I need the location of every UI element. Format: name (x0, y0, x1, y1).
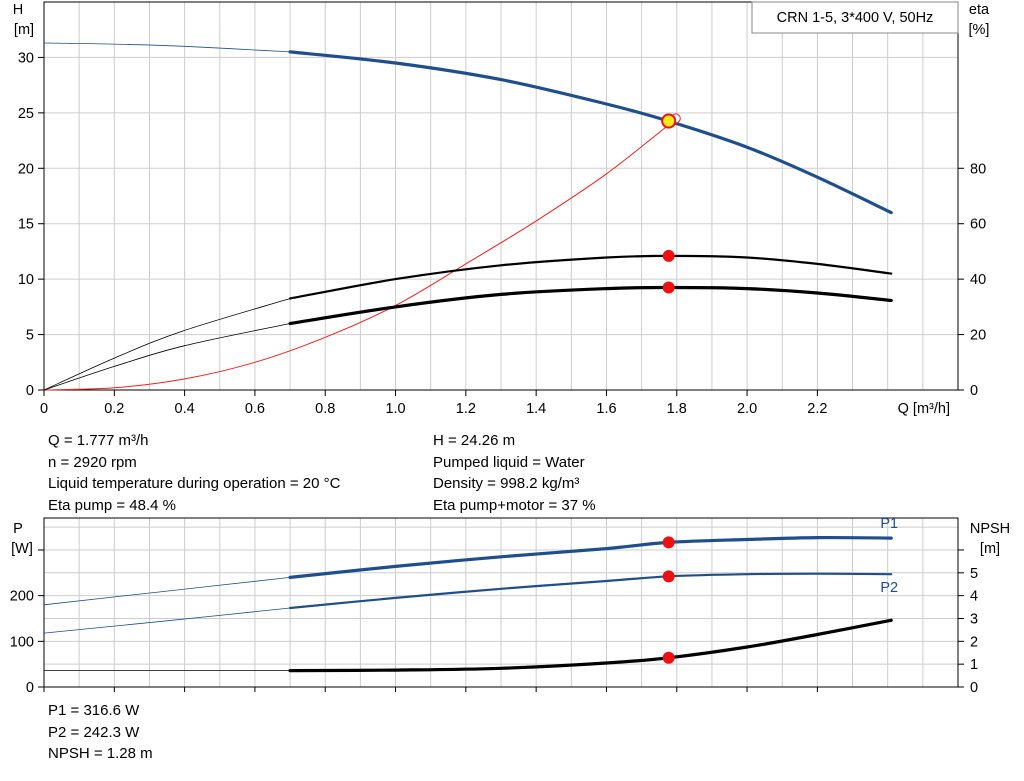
head-curve (288, 50, 893, 215)
x-tick-label: 1.8 (667, 401, 687, 417)
y-right-tick-label: 80 (970, 161, 986, 177)
y-right-tick-label: 0 (970, 383, 978, 399)
y-left-tick-label: 25 (18, 106, 34, 122)
bottom-y-right-tick-label: 0 (970, 680, 978, 696)
bottom-y-left-tick-label: 100 (10, 634, 34, 650)
p1-series-label: P1 (880, 516, 898, 532)
y-left-axis-unit: [m] (14, 22, 34, 38)
y-right-axis-title: eta (969, 2, 990, 18)
y-left-tick-label: 0 (26, 383, 34, 399)
npsh-operating-point (662, 651, 675, 664)
eta-total-curve-thin (43, 323, 291, 391)
x-tick-label: 0 (40, 401, 48, 417)
top-plot-frame (43, 1, 959, 391)
info-npsh: NPSH = 1.28 m (48, 745, 153, 762)
x-tick-label: 1.4 (526, 401, 546, 417)
bottom-y-left-tick-label: 0 (26, 680, 34, 696)
y-right-tick-label: 60 (970, 217, 986, 233)
head-curve-thin (43, 42, 291, 53)
bottom-plot-frame (43, 517, 959, 688)
x-tick-label: 0.4 (175, 401, 195, 417)
x-tick-label: 0.2 (104, 401, 124, 417)
info-p1: P1 = 316.6 W (48, 702, 140, 719)
y-left-tick-label: 10 (18, 272, 34, 288)
x-tick-label: 1.0 (385, 401, 405, 417)
info-pumped-liquid: Pumped liquid = Water (433, 453, 585, 471)
x-tick-label: 1.6 (596, 401, 616, 417)
chart-title-box (751, 1, 959, 34)
eta-pump-operating-point (662, 249, 675, 262)
bottom-y-left-axis-title: P (13, 521, 23, 537)
eta-pump-curve (289, 254, 893, 300)
x-tick-label: 2.2 (807, 401, 827, 417)
info-p2: P2 = 242.3 W (48, 723, 140, 741)
x-tick-label: 1.2 (456, 401, 476, 417)
bottom-y-right-tick-label: 1 (970, 657, 978, 673)
p1-curve (288, 535, 893, 579)
p2-operating-point (662, 570, 675, 583)
npsh-curve (288, 618, 893, 673)
y-left-tick-label: 20 (18, 161, 34, 177)
info-eta-total: Eta pump+motor = 37 % (433, 496, 596, 514)
p1-curve-thin (43, 577, 291, 606)
bottom-y-right-tick-label: 5 (970, 566, 978, 582)
p1-operating-point (662, 536, 675, 549)
info-head: H = 24.26 m (433, 432, 516, 449)
y-right-tick-label: 40 (970, 272, 986, 288)
eta-total-operating-point (662, 281, 675, 294)
x-tick-label: 0.8 (315, 401, 335, 417)
y-right-axis-unit: [%] (969, 22, 990, 38)
info-q: Q = 1.777 m³/h (48, 432, 149, 449)
info-liquid-temperature: Liquid temperature during operation = 20… (48, 475, 341, 492)
y-left-tick-label: 15 (18, 217, 34, 233)
info-speed: n = 2920 rpm (48, 453, 137, 471)
bottom-y-right-axis-unit: [m] (980, 541, 1000, 557)
bottom-y-right-tick-label: 4 (970, 589, 978, 605)
y-left-tick-label: 5 (26, 328, 34, 344)
chart-title: CRN 1-5, 3*400 V, 50Hz (777, 10, 934, 26)
y-left-axis-title: H (13, 2, 23, 18)
x-axis-title: Q [m³/h] (898, 401, 950, 417)
x-tick-label: 0.6 (245, 401, 265, 417)
bottom-y-left-tick-label: 200 (10, 589, 34, 605)
p2-curve-thin (43, 607, 291, 634)
bottom-y-right-tick-label: 3 (970, 611, 978, 627)
p2-series-label: P2 (880, 580, 898, 596)
y-right-tick-label: 20 (970, 328, 986, 344)
x-tick-label: 2.0 (737, 401, 757, 417)
y-left-tick-label: 30 (18, 50, 34, 66)
eta-pump-curve-thin (43, 298, 291, 391)
head-operating-point (661, 113, 677, 129)
bottom-y-right-tick-label: 2 (970, 634, 978, 650)
bottom-y-left-axis-unit: [W] (11, 541, 33, 557)
p2-curve (289, 572, 893, 610)
eta-red-curve (43, 118, 678, 391)
bottom-y-right-axis-title: NPSH (970, 521, 1010, 537)
eta-total-curve (288, 285, 893, 326)
info-density: Density = 998.2 kg/m³ (433, 475, 580, 492)
info-eta-pump: Eta pump = 48.4 % (48, 496, 176, 514)
